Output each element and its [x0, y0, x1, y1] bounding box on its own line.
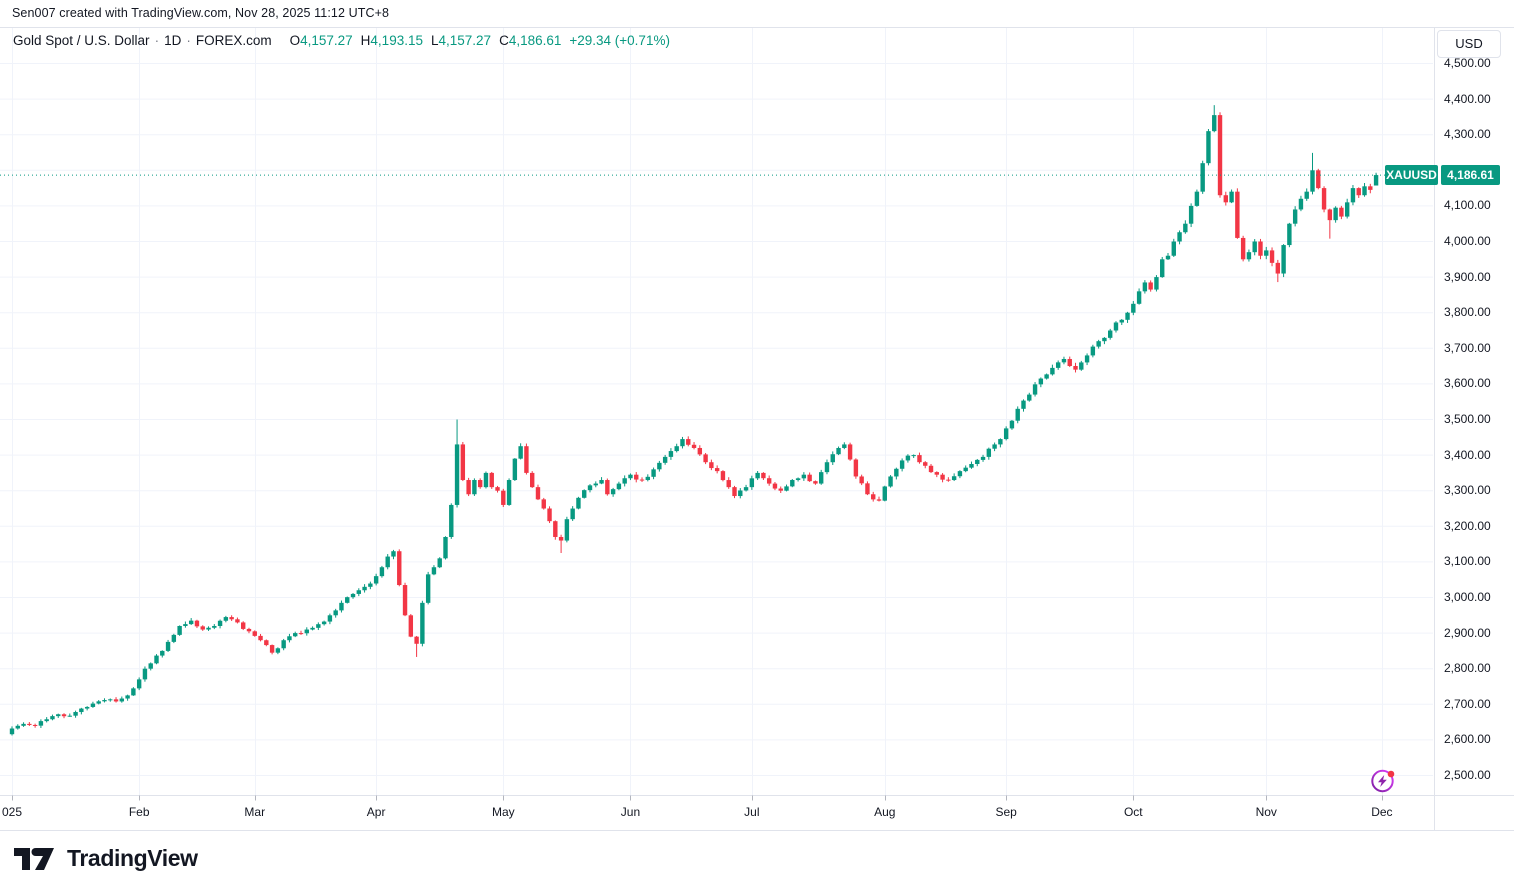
open-label: O: [289, 33, 301, 48]
time-tick-label: Jul: [744, 805, 760, 819]
price-tick-label: 4,100.00: [1444, 198, 1491, 213]
currency-usd-button[interactable]: USD: [1437, 30, 1501, 58]
tradingview-logo[interactable]: TradingView: [14, 843, 198, 873]
time-tick-label: Apr: [366, 805, 386, 819]
high-label: H: [360, 33, 371, 48]
time-tick-label: Feb: [128, 805, 150, 819]
close-label: C: [499, 33, 509, 48]
open-value: 4,157.27: [300, 33, 353, 48]
high-value: 4,193.15: [370, 33, 423, 48]
tradingview-logo-icon: [14, 848, 54, 870]
time-scale[interactable]: 025 Feb Mar Apr May Jun Jul Aug Sep Oct Nov Dec: [0, 796, 1514, 831]
symbol-title[interactable]: Gold Spot / U.S. Dollar: [13, 33, 150, 48]
low-value: 4,157.27: [438, 33, 492, 48]
legend-separator: ·: [186, 33, 191, 48]
ohlc-values: O4,157.27 H4,193.15 L4,157.27 C4,186.61 +29.…: [282, 33, 670, 48]
price-tick-label: 3,400.00: [1444, 447, 1491, 462]
exchange-label[interactable]: FOREX.com: [195, 33, 272, 48]
last-price-badge: 4,186.61: [1441, 165, 1500, 186]
time-tick-label: Sep: [995, 805, 1017, 819]
price-tick-label: 3,800.00: [1444, 305, 1491, 320]
price-tick-label: 2,900.00: [1444, 625, 1491, 640]
price-tick-label: 4,300.00: [1444, 127, 1491, 142]
price-tick-label: 2,700.00: [1444, 696, 1491, 711]
price-tick-label: 3,300.00: [1444, 483, 1491, 498]
change-value: +29.34 (+0.71%): [569, 33, 670, 48]
time-tick-label: Jun: [620, 805, 641, 819]
time-tick-label: Aug: [874, 805, 896, 819]
price-tick-label: 3,100.00: [1444, 554, 1491, 569]
low-label: L: [430, 33, 439, 48]
price-tick-label: 2,500.00: [1444, 768, 1491, 782]
close-value: 4,186.61: [508, 33, 562, 48]
price-tick-label: 3,000.00: [1444, 590, 1491, 604]
flash-news-button[interactable]: [1369, 766, 1397, 794]
price-tick-label: 4,400.00: [1444, 91, 1491, 106]
time-tick-label: May: [491, 805, 515, 819]
symbol-badge: XAUUSD: [1385, 165, 1438, 186]
price-tick-label: 3,700.00: [1444, 340, 1491, 355]
price-tick-label: 2,800.00: [1444, 661, 1491, 676]
price-scale[interactable]: 4,500.004,400.004,300.004,200.004,100.00…: [1433, 28, 1514, 831]
candles: [9, 105, 1379, 736]
tradingview-logo-text: TradingView: [67, 844, 198, 871]
chart-legend: Gold Spot / U.S. Dollar · 1D · FOREX.com O4,1…: [13, 33, 670, 48]
lightning-icon: [1371, 769, 1395, 793]
time-tick-label: Oct: [1123, 805, 1143, 819]
price-tick-label: 2,600.00: [1444, 732, 1491, 747]
price-tick-label: 3,500.00: [1444, 412, 1491, 426]
price-tick-label: 4,000.00: [1444, 234, 1491, 248]
price-tick-label: 3,900.00: [1444, 269, 1491, 284]
gridlines: [0, 28, 1433, 796]
time-tick-label: 025: [1, 805, 23, 819]
price-tick-label: 3,200.00: [1444, 518, 1491, 533]
time-tick-label: Mar: [244, 805, 266, 819]
legend-separator: ·: [154, 33, 160, 48]
interval-label[interactable]: 1D: [164, 33, 182, 48]
attribution-text: Sen007 created with TradingView.com, Nov…: [12, 6, 390, 20]
time-tick-label: Dec: [1371, 805, 1393, 819]
price-tick-label: 4,500.00: [1444, 56, 1491, 70]
price-tick-label: 3,600.00: [1444, 376, 1491, 391]
time-tick-label: Nov: [1255, 805, 1277, 819]
